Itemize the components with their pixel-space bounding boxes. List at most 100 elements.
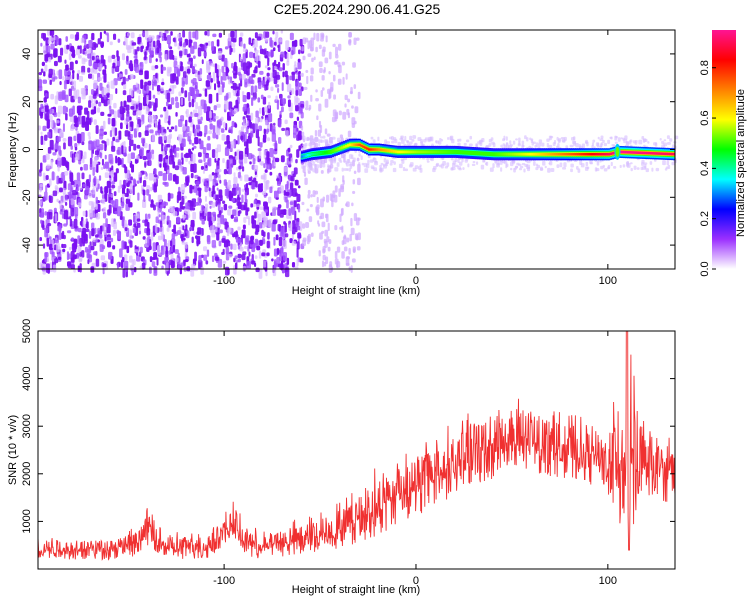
noise-speck bbox=[177, 264, 181, 270]
signal-band-segment bbox=[496, 153, 499, 156]
noise-speck bbox=[557, 143, 560, 148]
noise-speck bbox=[283, 166, 288, 173]
noise-speck bbox=[136, 222, 141, 228]
noise-speck bbox=[351, 258, 356, 263]
noise-speck bbox=[244, 174, 249, 182]
noise-speck bbox=[82, 210, 86, 217]
noise-speck bbox=[331, 116, 336, 123]
noise-speck bbox=[291, 262, 296, 268]
noise-speck bbox=[146, 94, 149, 105]
noise-speck bbox=[622, 164, 626, 168]
noise-speck bbox=[247, 107, 250, 115]
noise-speck bbox=[538, 139, 543, 144]
signal-band-segment bbox=[636, 151, 640, 154]
noise-speck bbox=[99, 244, 104, 253]
noise-speck bbox=[141, 32, 145, 37]
noise-speck bbox=[344, 103, 347, 108]
noise-speck bbox=[420, 139, 423, 144]
noise-speck bbox=[196, 235, 201, 241]
noise-speck bbox=[488, 142, 492, 147]
noise-speck bbox=[149, 256, 153, 263]
noise-speck bbox=[143, 142, 148, 149]
signal-band-segment bbox=[634, 151, 638, 154]
noise-speck bbox=[655, 167, 660, 172]
noise-speck bbox=[296, 247, 299, 258]
signal-band-segment bbox=[475, 151, 478, 155]
noise-speck bbox=[426, 157, 430, 161]
noise-speck bbox=[607, 139, 611, 145]
noise-speck bbox=[247, 217, 251, 226]
signal-band-segment bbox=[513, 153, 517, 156]
noise-speck bbox=[93, 157, 98, 161]
noise-speck bbox=[48, 178, 52, 186]
noise-speck bbox=[194, 112, 199, 118]
noise-speck bbox=[671, 161, 675, 166]
signal-band-segment bbox=[310, 153, 313, 156]
noise-speck bbox=[336, 246, 341, 253]
noise-speck bbox=[292, 132, 297, 139]
noise-speck bbox=[492, 163, 495, 169]
noise-speck bbox=[184, 259, 189, 263]
noise-speck bbox=[264, 173, 267, 181]
noise-speck bbox=[112, 62, 116, 69]
noise-speck bbox=[100, 186, 103, 194]
noise-speck bbox=[544, 165, 547, 169]
noise-speck bbox=[244, 81, 248, 86]
signal-band-segment bbox=[663, 152, 666, 156]
signal-band-segment bbox=[339, 147, 342, 150]
noise-speck bbox=[96, 93, 100, 97]
noise-speck bbox=[313, 141, 316, 148]
noise-speck bbox=[41, 208, 44, 217]
signal-band-segment bbox=[525, 153, 528, 156]
noise-speck bbox=[141, 137, 146, 144]
noise-speck bbox=[242, 224, 246, 230]
noise-speck bbox=[155, 216, 159, 224]
noise-speck bbox=[500, 167, 503, 172]
noise-speck bbox=[308, 216, 313, 223]
noise-speck bbox=[69, 61, 74, 71]
noise-speck bbox=[99, 82, 103, 91]
noise-speck bbox=[503, 144, 507, 149]
noise-speck bbox=[322, 245, 326, 253]
noise-speck bbox=[644, 138, 648, 142]
noise-speck bbox=[62, 76, 65, 81]
noise-speck bbox=[285, 74, 289, 85]
noise-speck bbox=[250, 85, 254, 96]
signal-band-segment bbox=[440, 150, 444, 154]
signal-band-segment bbox=[640, 151, 643, 155]
noise-speck bbox=[367, 159, 370, 165]
noise-speck bbox=[50, 93, 55, 100]
noise-speck bbox=[298, 135, 303, 140]
noise-speck bbox=[251, 79, 255, 85]
noise-speck bbox=[253, 69, 257, 74]
noise-speck bbox=[369, 159, 374, 163]
noise-speck bbox=[151, 261, 156, 268]
signal-band-segment bbox=[308, 153, 311, 157]
noise-speck bbox=[211, 202, 216, 208]
noise-speck bbox=[243, 43, 246, 49]
noise-speck bbox=[199, 140, 204, 150]
noise-speck bbox=[266, 128, 270, 133]
noise-speck bbox=[603, 142, 607, 147]
noise-speck bbox=[70, 264, 75, 270]
noise-speck bbox=[309, 144, 313, 149]
noise-speck bbox=[129, 88, 134, 98]
noise-speck bbox=[102, 212, 107, 219]
noise-speck bbox=[215, 180, 218, 184]
noise-speck bbox=[292, 188, 297, 197]
noise-speck bbox=[318, 44, 322, 50]
noise-speck bbox=[277, 44, 280, 49]
noise-speck bbox=[211, 40, 215, 51]
noise-speck bbox=[54, 128, 58, 132]
noise-speck bbox=[279, 247, 284, 257]
noise-speck bbox=[160, 245, 165, 255]
noise-speck bbox=[140, 45, 145, 50]
noise-speck bbox=[81, 141, 85, 146]
noise-speck bbox=[231, 62, 234, 69]
noise-speck bbox=[475, 161, 479, 165]
noise-speck bbox=[204, 88, 208, 97]
signal-band-segment bbox=[559, 153, 563, 156]
noise-speck bbox=[346, 201, 350, 208]
noise-speck bbox=[304, 142, 308, 147]
noise-speck bbox=[132, 227, 137, 234]
